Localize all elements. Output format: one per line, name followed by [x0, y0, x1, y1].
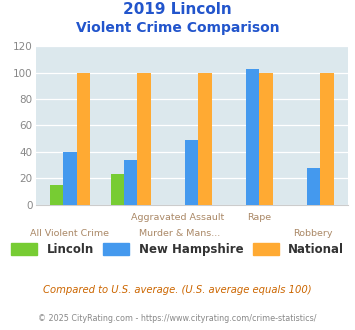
- Bar: [198, 73, 212, 205]
- Legend: Lincoln, New Hampshire, National: Lincoln, New Hampshire, National: [6, 239, 349, 261]
- Text: All Violent Crime: All Violent Crime: [30, 229, 109, 238]
- Bar: [137, 73, 151, 205]
- Bar: [111, 174, 124, 205]
- Text: Violent Crime Comparison: Violent Crime Comparison: [76, 21, 279, 35]
- Bar: [260, 73, 273, 205]
- Bar: [63, 152, 77, 205]
- Text: 2019 Lincoln: 2019 Lincoln: [123, 2, 232, 16]
- Bar: [124, 160, 137, 205]
- Text: Rape: Rape: [247, 213, 271, 222]
- Text: Murder & Mans...: Murder & Mans...: [139, 229, 220, 238]
- Text: Aggravated Assault: Aggravated Assault: [131, 213, 224, 222]
- Bar: [185, 140, 198, 205]
- Text: © 2025 CityRating.com - https://www.cityrating.com/crime-statistics/: © 2025 CityRating.com - https://www.city…: [38, 314, 317, 323]
- Bar: [307, 168, 320, 205]
- Text: Compared to U.S. average. (U.S. average equals 100): Compared to U.S. average. (U.S. average …: [43, 285, 312, 295]
- Bar: [77, 73, 90, 205]
- Bar: [50, 185, 63, 205]
- Bar: [246, 69, 260, 205]
- Bar: [320, 73, 334, 205]
- Text: Robbery: Robbery: [293, 229, 332, 238]
